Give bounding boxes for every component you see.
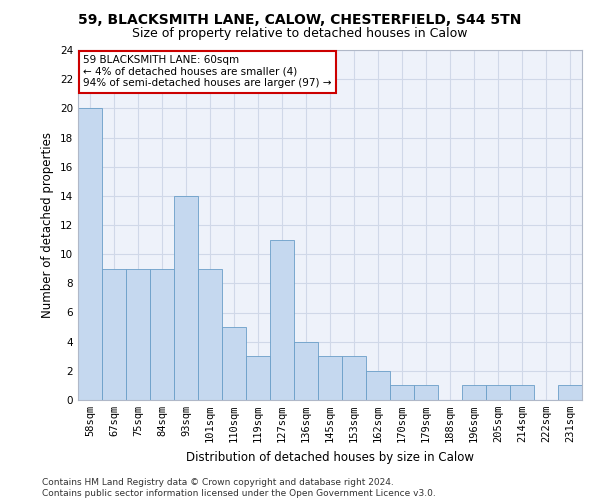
Bar	[270, 240, 294, 400]
X-axis label: Distribution of detached houses by size in Calow: Distribution of detached houses by size …	[186, 450, 474, 464]
Text: 59, BLACKSMITH LANE, CALOW, CHESTERFIELD, S44 5TN: 59, BLACKSMITH LANE, CALOW, CHESTERFIELD…	[79, 12, 521, 26]
Bar	[78, 108, 102, 400]
Bar	[486, 386, 510, 400]
Bar	[342, 356, 366, 400]
Bar	[222, 327, 246, 400]
Bar	[318, 356, 342, 400]
Bar	[462, 386, 486, 400]
Text: Size of property relative to detached houses in Calow: Size of property relative to detached ho…	[132, 28, 468, 40]
Bar	[294, 342, 318, 400]
Bar	[150, 269, 174, 400]
Bar	[414, 386, 438, 400]
Y-axis label: Number of detached properties: Number of detached properties	[41, 132, 55, 318]
Text: Contains HM Land Registry data © Crown copyright and database right 2024.
Contai: Contains HM Land Registry data © Crown c…	[42, 478, 436, 498]
Bar	[126, 269, 150, 400]
Bar	[246, 356, 270, 400]
Bar	[558, 386, 582, 400]
Bar	[366, 371, 390, 400]
Bar	[174, 196, 198, 400]
Text: 59 BLACKSMITH LANE: 60sqm
← 4% of detached houses are smaller (4)
94% of semi-de: 59 BLACKSMITH LANE: 60sqm ← 4% of detach…	[83, 56, 332, 88]
Bar	[390, 386, 414, 400]
Bar	[102, 269, 126, 400]
Bar	[510, 386, 534, 400]
Bar	[198, 269, 222, 400]
